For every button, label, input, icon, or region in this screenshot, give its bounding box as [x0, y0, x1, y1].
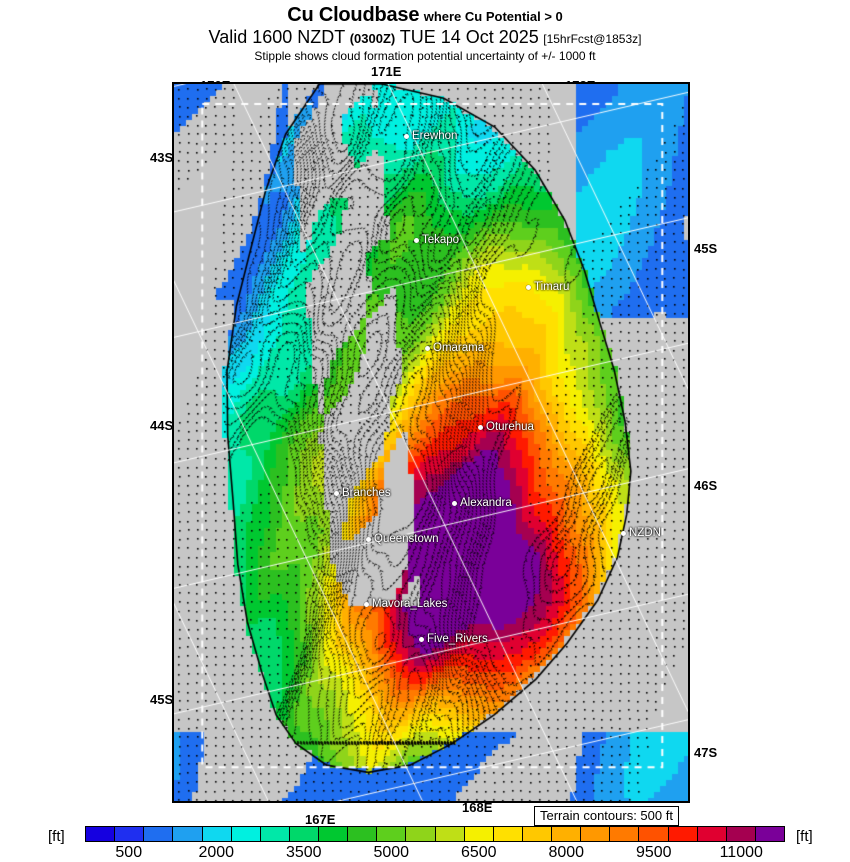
- colorbar-segment-3: [173, 827, 203, 841]
- colorbar-segment-16: [552, 827, 582, 841]
- lat-label-right-47S: 47S: [694, 745, 718, 760]
- colorbar-unit-left: [ft]: [48, 828, 65, 845]
- colorbar-tick-2000: 2000: [198, 844, 235, 861]
- colorbar-segment-19: [639, 827, 669, 841]
- colorbar: [85, 826, 785, 842]
- colorbar-segment-6: [260, 827, 290, 841]
- valid-time: Valid 1600 NZDT: [208, 27, 346, 47]
- cloudbase-raster: [174, 84, 688, 801]
- colorbar-segment-13: [464, 827, 494, 841]
- colorbar-segment-1: [115, 827, 145, 841]
- colorbar-segment-20: [668, 827, 698, 841]
- lat-label-right-46S: 46S: [694, 478, 718, 493]
- forecast-hour: [15hrFcst@1853z]: [543, 32, 642, 46]
- colorbar-segment-22: [726, 827, 756, 841]
- stipple-note: Stipple shows cloud formation potential …: [254, 49, 596, 64]
- lat-label-left-43S: 43S: [150, 150, 174, 165]
- colorbar-segment-15: [522, 827, 552, 841]
- colorbar-segment-23: [755, 827, 784, 841]
- colorbar-tick-500: 500: [115, 844, 143, 861]
- title-block: Cu Cloudbase where Cu Potential > 0 Vali…: [0, 0, 850, 64]
- colorbar-segment-7: [289, 827, 319, 841]
- title-line-1: Cu Cloudbase where Cu Potential > 0: [0, 0, 850, 26]
- valid-date: TUE 14 Oct 2025: [399, 27, 539, 47]
- title-qualifier: where Cu Potential > 0: [423, 9, 563, 24]
- lon-label-171E: 171E: [371, 64, 402, 79]
- colorbar-unit-right: [ft]: [796, 828, 813, 845]
- colorbar-segment-12: [435, 827, 465, 841]
- terrain-contour-note: Terrain contours: 500 ft: [534, 806, 679, 826]
- lon-label-168E: 168E: [462, 800, 493, 815]
- lon-label-167E: 167E: [305, 812, 336, 827]
- map-frame[interactable]: Erewhon Timaru Tekapo Omarama Oturehua Branch…: [172, 82, 690, 803]
- page-title: Cu Cloudbase: [287, 4, 420, 26]
- colorbar-segment-2: [144, 827, 174, 841]
- valid-time-zulu: (0300Z): [349, 31, 396, 46]
- lat-label-left-44S: 44S: [150, 418, 174, 433]
- colorbar-tick-11000: 11000: [719, 844, 763, 861]
- colorbar-segment-10: [377, 827, 407, 841]
- colorbar-segment-8: [319, 827, 349, 841]
- lat-label-right-45S: 45S: [694, 241, 718, 256]
- colorbar-segment-9: [348, 827, 378, 841]
- colorbar-tick-8000: 8000: [548, 844, 585, 861]
- colorbar-segment-11: [406, 827, 436, 841]
- colorbar-segment-4: [202, 827, 232, 841]
- colorbar-segment-17: [581, 827, 611, 841]
- colorbar-segment-18: [610, 827, 640, 841]
- colorbar-segment-21: [697, 827, 727, 841]
- lat-label-left-45S: 45S: [150, 692, 174, 707]
- title-line-2: Valid 1600 NZDT (0300Z) TUE 14 Oct 2025 …: [0, 27, 850, 48]
- colorbar-tick-5000: 5000: [373, 844, 410, 861]
- colorbar-tick-9500: 9500: [635, 844, 672, 861]
- colorbar-wrap: [ft] [ft] 500 2000 3500 5000 6500 8000 9500 110…: [0, 824, 850, 861]
- colorbar-tick-3500: 3500: [285, 844, 322, 861]
- colorbar-segment-0: [86, 827, 116, 841]
- colorbar-segment-14: [493, 827, 523, 841]
- colorbar-tick-6500: 6500: [460, 844, 497, 861]
- colorbar-segment-5: [231, 827, 261, 841]
